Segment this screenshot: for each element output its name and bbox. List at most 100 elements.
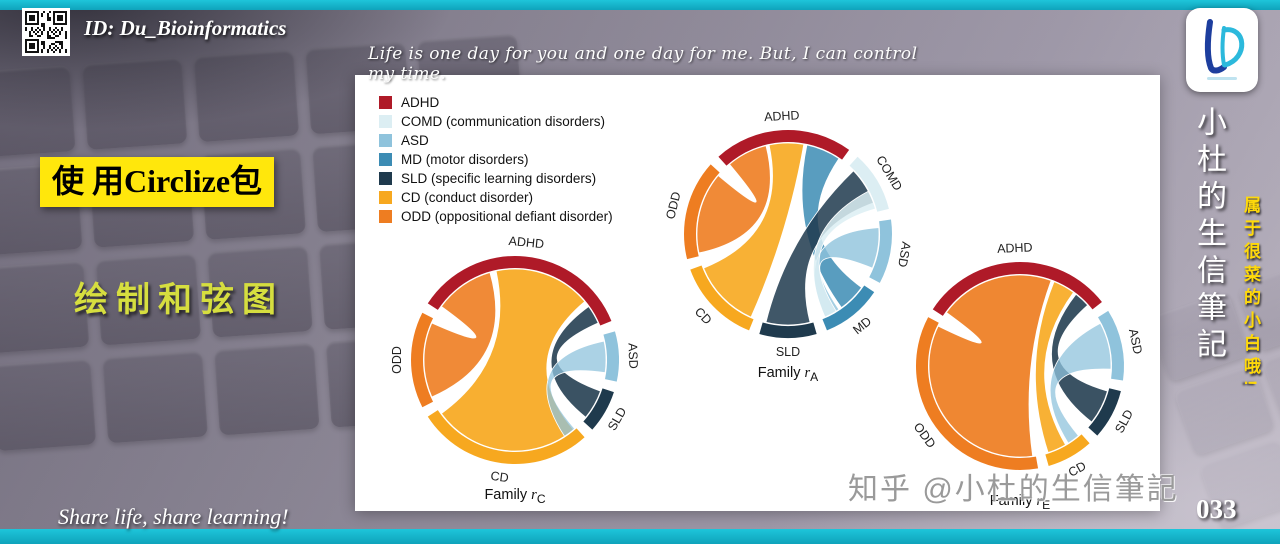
qr-module	[49, 35, 51, 37]
legend-label: ADHD	[401, 95, 440, 110]
qr-module	[55, 41, 57, 43]
logo-tagline-mark	[1207, 77, 1237, 80]
qr-module	[59, 43, 61, 45]
legend-swatch	[379, 172, 392, 185]
qr-module	[55, 27, 57, 29]
page-number: 033	[1196, 494, 1237, 524]
sector-label-SLD: SLD	[605, 405, 629, 433]
qr-module	[43, 27, 45, 29]
qr-module	[47, 31, 49, 33]
legend-label: SLD (specific learning disorders)	[401, 171, 597, 186]
qr-module	[41, 23, 43, 25]
qr-module	[47, 49, 49, 51]
qr-module	[47, 37, 49, 39]
qr-module	[47, 13, 49, 15]
qr-module	[39, 35, 41, 37]
sector-label-SLD: SLD	[776, 345, 800, 359]
qr-module	[49, 27, 51, 29]
legend-label: CD (conduct disorder)	[401, 190, 534, 205]
vertical-note: 属于很菜的小白哦!	[1241, 196, 1260, 392]
qr-module	[53, 37, 55, 39]
keyboard-key-decor	[193, 49, 300, 143]
qr-module	[37, 27, 39, 29]
quote-text: Life is one day for you and one day for …	[368, 44, 918, 84]
qr-module	[43, 45, 45, 47]
qr-module	[43, 29, 45, 31]
qr-module	[47, 35, 49, 37]
qr-module	[49, 29, 51, 31]
qr-module	[49, 47, 51, 49]
sector-label-SLD: SLD	[1112, 407, 1136, 435]
legend: ADHD COMD (communication disorders) ASD MD …	[379, 95, 613, 228]
vertical-title: 小杜的生信筆記	[1192, 106, 1225, 365]
sector-label-CD: CD	[490, 469, 510, 485]
qr-module	[29, 31, 31, 33]
qr-module	[49, 37, 51, 39]
legend-swatch	[379, 153, 392, 166]
logo-letter-d-bowl	[1221, 27, 1245, 68]
qr-module	[37, 31, 39, 33]
chord-caption-family-ra: Family rA	[757, 365, 819, 384]
qr-module	[65, 33, 67, 35]
qr-module	[41, 15, 43, 17]
legend-swatch	[379, 115, 392, 128]
qr-module	[65, 31, 67, 33]
qr-module	[35, 33, 37, 35]
legend-item: ASD	[379, 133, 613, 148]
qr-module	[49, 45, 51, 47]
qr-module	[31, 35, 33, 37]
qr-module	[53, 47, 55, 49]
qr-module	[51, 31, 53, 33]
qr-module	[49, 17, 51, 19]
qr-module	[37, 35, 39, 37]
qr-module	[57, 41, 59, 43]
subtitle-text: 绘制和弦图	[74, 281, 284, 319]
qr-module	[55, 45, 57, 47]
title-banner: 使 用Circlize包	[40, 157, 275, 207]
qr-module	[43, 43, 45, 45]
qr-module	[29, 35, 31, 37]
keyboard-key-decor	[0, 358, 97, 452]
sector-label-ODD: ODD	[663, 190, 683, 220]
qr-module	[55, 35, 57, 37]
qr-module	[29, 15, 35, 21]
qr-module	[59, 33, 61, 35]
legend-swatch	[379, 96, 392, 109]
qr-module	[53, 51, 55, 53]
qr-module	[65, 35, 67, 37]
qr-module	[41, 31, 43, 33]
legend-item: CD (conduct disorder)	[379, 190, 613, 205]
legend-label: COMD (communication disorders)	[401, 114, 606, 129]
qr-module	[59, 41, 61, 43]
qr-module	[41, 33, 43, 35]
qr-module	[61, 27, 63, 29]
keyboard-key-decor	[0, 65, 76, 158]
legend-swatch	[379, 134, 392, 147]
qr-module	[41, 41, 43, 43]
sector-label-ADHD: ADHD	[508, 234, 545, 251]
qr-module	[25, 29, 27, 31]
qr-module	[29, 33, 31, 35]
qr-module	[55, 31, 57, 33]
qr-module	[51, 37, 53, 39]
qr-module	[47, 17, 49, 19]
legend-item: ADHD	[379, 95, 613, 110]
footer-slogan: Share life, share learning!	[58, 504, 289, 529]
qr-module	[39, 29, 41, 31]
qr-module	[49, 11, 51, 13]
qr-module	[65, 49, 67, 51]
qr-code	[22, 8, 70, 56]
qr-module	[43, 41, 45, 43]
sector-label-ASD: ASD	[1126, 327, 1145, 355]
qr-module	[35, 29, 37, 31]
qr-module	[57, 35, 59, 37]
qr-module	[47, 15, 49, 17]
qr-module	[51, 43, 53, 45]
legend-label: MD (motor disorders)	[401, 152, 529, 167]
qr-module	[41, 51, 43, 53]
qr-module	[41, 43, 43, 45]
qr-module	[61, 47, 63, 49]
qr-module	[61, 29, 63, 31]
qr-module	[59, 51, 61, 53]
